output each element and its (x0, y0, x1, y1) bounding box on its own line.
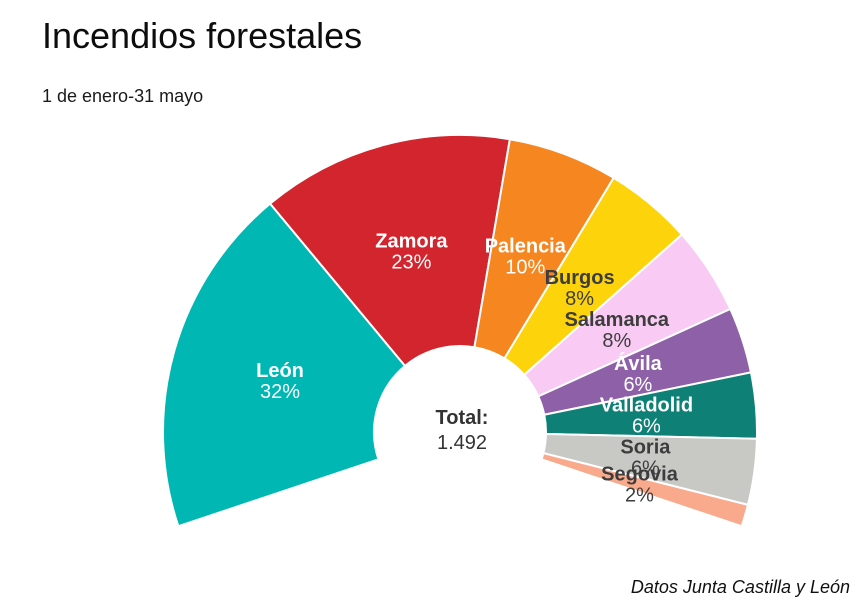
chart-subtitle: 1 de enero-31 mayo (42, 86, 204, 106)
total-label: Total: (436, 407, 489, 429)
wedge-palencia[interactable] (473, 138, 616, 360)
page-title: Incendios forestales (42, 15, 363, 56)
wedge-zamora[interactable] (268, 134, 512, 368)
wedge-leon[interactable] (162, 202, 407, 528)
wedge-salamanca[interactable] (522, 233, 732, 398)
wedge-burgos[interactable] (503, 176, 684, 377)
wedge-segovia[interactable] (540, 451, 750, 528)
total-value: 1.492 (437, 432, 487, 454)
data-source-credit: Datos Junta Castilla y León (630, 577, 850, 597)
chart-wedges (162, 134, 758, 528)
